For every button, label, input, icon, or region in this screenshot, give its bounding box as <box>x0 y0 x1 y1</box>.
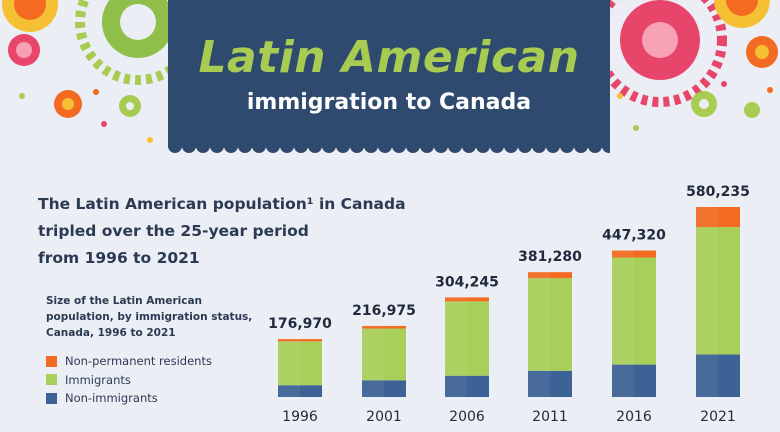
bar-segment <box>362 380 406 397</box>
flower-icon-left-red <box>8 34 40 66</box>
flower-icon-left-green <box>119 95 141 117</box>
bar-segment <box>362 328 406 381</box>
headline-line: from 1996 to 2021 <box>38 249 200 267</box>
flower-icon-right-green <box>691 91 717 117</box>
bar-segment-shade <box>612 257 634 365</box>
bar-segment-shade <box>528 278 550 371</box>
bar-segment-shade <box>612 364 634 397</box>
bar-segment-shade <box>278 341 300 386</box>
bar-segment <box>528 272 572 279</box>
x-tick-label: 2021 <box>700 409 736 425</box>
legend-label: Immigrants <box>65 372 131 387</box>
bar-segment-shade <box>362 380 384 397</box>
title-banner <box>168 0 610 148</box>
page-subtitle: immigration to Canada <box>246 90 532 115</box>
bar-segment-shade <box>362 325 384 329</box>
headline-line: tripled over the 25-year period <box>38 222 309 240</box>
bar-segment-shade <box>362 328 384 381</box>
headline: The Latin American population¹ in Canada… <box>38 191 418 272</box>
data-label: 381,280 <box>518 249 582 265</box>
bar-segment <box>278 385 322 397</box>
bar-segment-shade <box>278 339 300 342</box>
bar-segment <box>696 354 740 397</box>
bar-segment-shade <box>445 297 467 302</box>
bar-segment <box>528 370 572 397</box>
bar-segment <box>278 341 322 386</box>
chart-subtitle: Size of the Latin American population, b… <box>46 293 261 341</box>
legend-swatch <box>46 392 57 404</box>
bar-segment-shade <box>278 385 300 397</box>
bar-segment <box>445 301 489 376</box>
x-tick-label: 1996 <box>282 409 318 425</box>
headline-line: The Latin American population¹ in Canada <box>38 195 406 213</box>
legend-item-non-immigrants: Non-immigrants <box>46 389 212 408</box>
chart-subtitle-line: population, by immigration status, <box>46 311 253 323</box>
flower-icon-left-top <box>2 0 58 32</box>
bar-segment <box>612 250 656 258</box>
bar-segment-shade <box>612 250 634 258</box>
bar-segment <box>528 278 572 371</box>
chart-subtitle-line: Canada, 1996 to 2021 <box>46 327 176 339</box>
bar-segment-shade <box>696 354 718 397</box>
chart-subtitle-line: Size of the Latin American <box>46 295 203 307</box>
legend-item-non-permanent: Non-permanent residents <box>46 352 212 371</box>
bar-segment <box>696 227 740 355</box>
legend-item-immigrants: Immigrants <box>46 371 212 390</box>
bar-segment <box>612 364 656 397</box>
bar-segment <box>445 297 489 302</box>
chart-legend: Non-permanent residents Immigrants Non-i… <box>46 352 212 408</box>
bar-segment-shade <box>445 375 467 397</box>
legend-swatch <box>46 355 57 367</box>
bar-segment-shade <box>445 301 467 376</box>
flower-icon-right-large <box>593 0 727 107</box>
legend-label: Non-immigrants <box>65 391 158 406</box>
x-tick-label: 2001 <box>366 409 402 425</box>
flower-icon-right-small <box>744 102 760 118</box>
x-tick-label: 2016 <box>616 409 652 425</box>
flower-icon-right-top <box>714 0 770 28</box>
bar-segment <box>362 325 406 329</box>
bar-segment-shade <box>528 370 550 397</box>
flower-icon-right-orange <box>746 36 778 68</box>
bar-segment-shade <box>696 227 718 355</box>
x-tick-label: 2006 <box>449 409 485 425</box>
bar-segment-shade <box>696 207 718 228</box>
data-label: 304,245 <box>435 274 499 290</box>
bar-segment <box>445 375 489 397</box>
page-title: Latin American <box>198 32 580 83</box>
bar-segment <box>696 207 740 228</box>
banner-scalloped-edge <box>168 140 610 153</box>
data-label: 580,235 <box>686 184 750 200</box>
x-tick-label: 2011 <box>532 409 568 425</box>
bar-segment-shade <box>528 272 550 279</box>
bar-segment <box>612 257 656 365</box>
flower-icon-left-orange <box>54 90 82 118</box>
legend-swatch <box>46 374 57 386</box>
data-label: 176,970 <box>268 316 332 332</box>
data-label: 216,975 <box>352 303 416 319</box>
data-label: 447,320 <box>602 228 666 244</box>
bar-segment <box>278 339 322 342</box>
legend-label: Non-permanent residents <box>65 354 212 369</box>
